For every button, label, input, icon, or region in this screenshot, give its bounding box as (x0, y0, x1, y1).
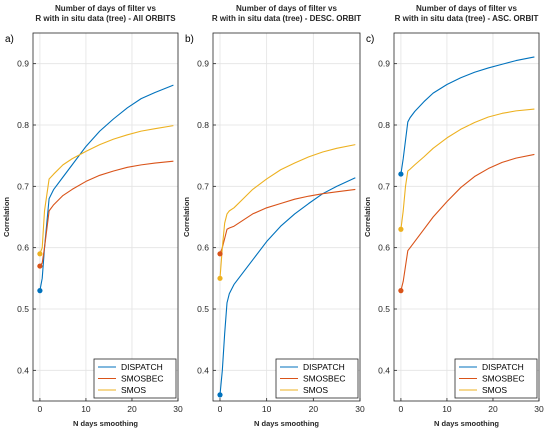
y-tick-label: 0.8 (197, 120, 209, 130)
start-point-smosbec (217, 251, 223, 257)
y-tick-label: 0.8 (378, 120, 390, 130)
chart-title-line: Number of days of filter vs (55, 4, 156, 13)
axes-box (212, 32, 361, 402)
y-tick-label: 0.7 (378, 181, 390, 191)
y-tick-label: 0.4 (197, 365, 209, 375)
x-tick-label: 0 (38, 404, 43, 414)
series-line-dispatch (400, 56, 535, 175)
chart-title-line: Number of days of filter vs (236, 4, 337, 13)
series-line-smos (39, 125, 174, 254)
series-line-smos (219, 144, 356, 279)
chart-panel-3: 0 10 20 30 0.4 0.5 0.6 0.7 0.8 0.9 Number of days … (363, 4, 544, 428)
chart-title-line: R with in situ data (tree) - DESC. ORBIT (212, 14, 361, 23)
series-line-smosbec (219, 188, 356, 254)
x-tick-label: 30 (173, 404, 183, 414)
x-tick-label: 0 (399, 404, 404, 414)
x-tick-label: 30 (534, 404, 544, 414)
y-tick-label: 0.6 (197, 243, 209, 253)
start-point-smosbec (37, 263, 43, 269)
legend-label-smosbec: SMOSBEC (482, 374, 525, 384)
legend-label-smosbec: SMOSBEC (121, 374, 164, 384)
series-line-smos (400, 108, 535, 230)
legend-label-smos: SMOS (482, 385, 507, 395)
x-tick-label: 30 (355, 404, 365, 414)
y-tick-label: 0.9 (378, 59, 390, 69)
legend-label-dispatch: DISPATCH (303, 362, 345, 372)
legend-label-smos: SMOS (303, 385, 328, 395)
x-tick-label: 20 (488, 404, 498, 414)
axes-box (32, 32, 179, 402)
start-point-dispatch (398, 171, 404, 177)
legend-label-smosbec: SMOSBEC (303, 374, 346, 384)
panel-label: a) (5, 34, 14, 45)
x-axis-label: N days smoothing (73, 419, 138, 428)
y-tick-label: 0.9 (17, 59, 29, 69)
chart-title-line: R with in situ data (tree) - All ORBITS (35, 14, 176, 23)
start-point-smosbec (398, 288, 404, 294)
y-tick-label: 0.6 (378, 243, 390, 253)
chart-title-line: R with in situ data (tree) - ASC. ORBIT (395, 14, 539, 23)
x-tick-label: 20 (309, 404, 319, 414)
y-axis-label: Correlation (363, 197, 372, 237)
x-axis-label: N days smoothing (434, 419, 499, 428)
panel-label: b) (185, 34, 194, 45)
y-axis-label: Correlation (182, 197, 191, 237)
y-axis-label: Correlation (2, 197, 11, 237)
y-tick-label: 0.5 (197, 304, 209, 314)
panel-label: c) (366, 34, 374, 45)
start-point-smos (217, 275, 223, 281)
axes-box (393, 32, 540, 402)
x-tick-label: 20 (127, 404, 137, 414)
x-tick-label: 10 (262, 404, 272, 414)
chart-panel-2: 0 10 20 30 0.4 0.5 0.6 0.7 0.8 0.9 Number of days … (182, 4, 365, 428)
series-line-smosbec (39, 160, 174, 267)
start-point-smos (37, 251, 43, 257)
y-tick-label: 0.8 (17, 120, 29, 130)
y-tick-label: 0.9 (197, 59, 209, 69)
x-axis-label: N days smoothing (254, 419, 319, 428)
legend-box (275, 358, 359, 399)
legend-label-dispatch: DISPATCH (121, 362, 163, 372)
series-line-dispatch (219, 177, 356, 395)
y-tick-label: 0.7 (197, 181, 209, 191)
y-tick-label: 0.5 (378, 304, 390, 314)
legend-label-smos: SMOS (121, 385, 146, 395)
y-tick-label: 0.7 (17, 181, 29, 191)
chart-panel-1: 0 10 20 30 0.4 0.5 0.6 0.7 0.8 0.9 Number of days … (2, 4, 183, 428)
y-tick-label: 0.5 (17, 304, 29, 314)
x-tick-label: 10 (81, 404, 91, 414)
start-point-smos (398, 226, 404, 232)
y-tick-label: 0.4 (17, 365, 29, 375)
y-tick-label: 0.6 (17, 243, 29, 253)
start-point-dispatch (217, 392, 223, 398)
series-line-smosbec (400, 153, 535, 291)
chart-title-line: Number of days of filter vs (416, 4, 517, 13)
y-tick-label: 0.4 (378, 365, 390, 375)
start-point-dispatch (37, 288, 43, 294)
x-tick-label: 0 (218, 404, 223, 414)
legend-label-dispatch: DISPATCH (482, 362, 524, 372)
x-tick-label: 10 (442, 404, 452, 414)
